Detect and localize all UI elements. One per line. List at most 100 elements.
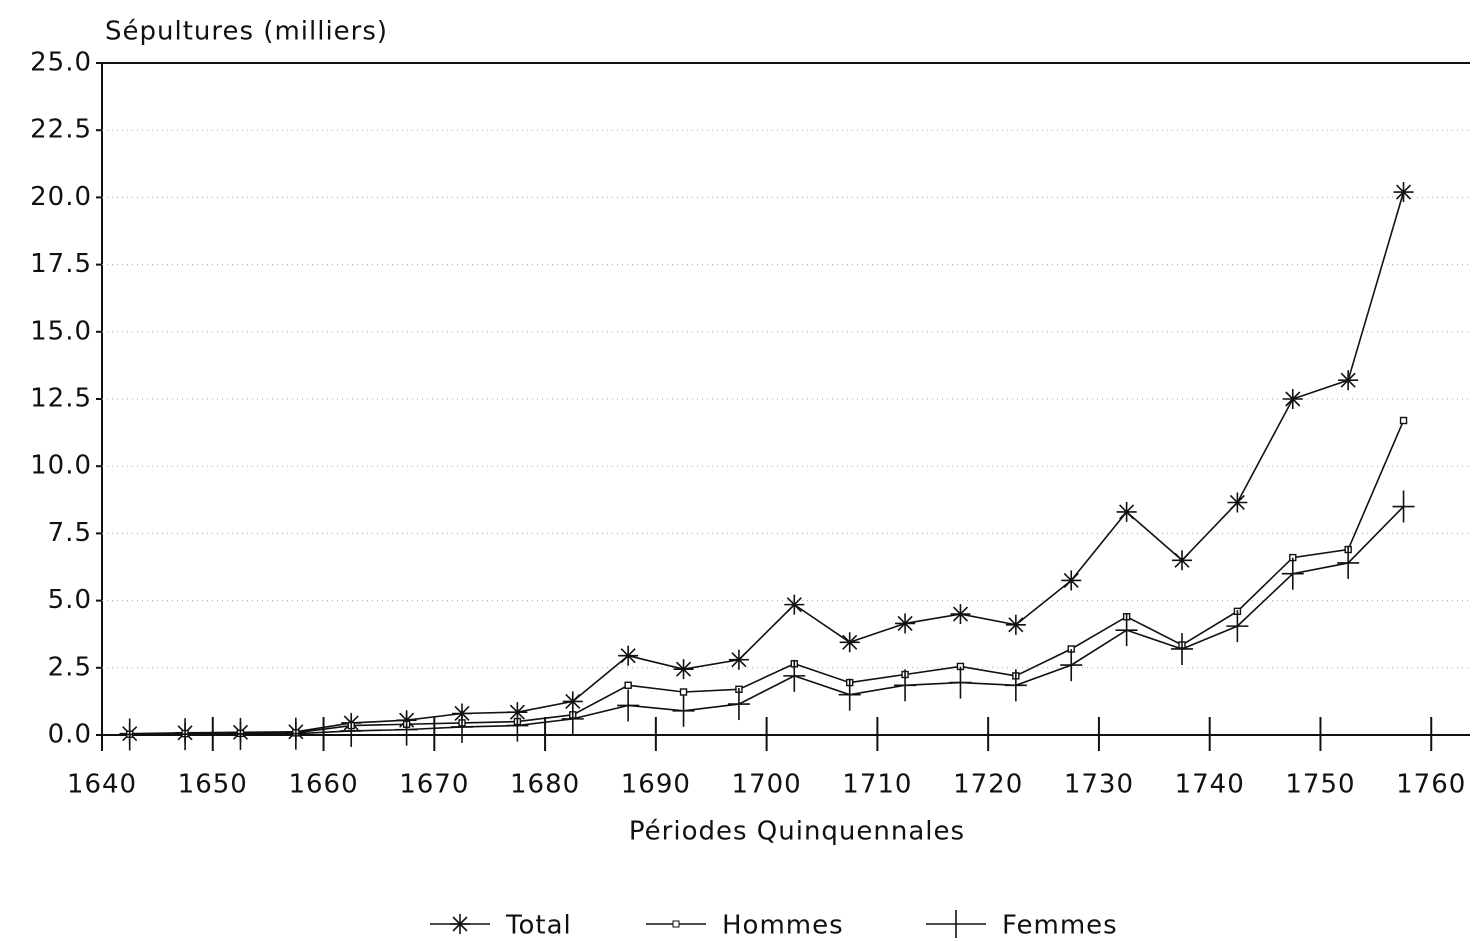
marker-plus	[561, 702, 584, 735]
marker-stroke	[1285, 391, 1301, 407]
marker-plus	[1004, 669, 1027, 702]
marker-star	[1227, 492, 1248, 513]
marker-square	[1399, 416, 1408, 425]
marker-stroke	[952, 606, 969, 622]
marker-star	[1116, 501, 1137, 522]
marker-plus	[340, 714, 363, 747]
marker-star	[673, 659, 694, 680]
marker-square	[679, 688, 688, 696]
legend-label: Hommes	[722, 911, 844, 941]
legend-label: Femmes	[1002, 911, 1118, 941]
legend-item: Total	[430, 911, 572, 941]
y-tick-label: 20.0	[30, 182, 92, 212]
marker-plus	[118, 718, 141, 751]
marker-plus	[672, 694, 695, 727]
legend-label: Total	[505, 911, 572, 941]
x-tick-label: 1700	[732, 770, 802, 800]
marker-star	[1393, 182, 1414, 203]
x-tick-label: 1710	[842, 770, 912, 800]
marker-plus	[395, 713, 418, 746]
marker-stroke	[675, 661, 692, 677]
legend-item: Hommes	[646, 911, 844, 941]
marker-star	[618, 645, 639, 666]
marker-square	[679, 688, 688, 696]
x-tick-label: 1660	[288, 770, 358, 800]
y-tick-label: 10.0	[30, 451, 92, 481]
x-tick-label: 1650	[178, 770, 248, 800]
marker-plus	[284, 717, 307, 750]
marker-plus	[1060, 649, 1083, 682]
x-axis-label: Périodes Quinquennales	[629, 817, 965, 847]
y-tick-label: 22.5	[30, 115, 92, 145]
y-tick-label: 12.5	[30, 384, 92, 414]
x-tick-label: 1760	[1396, 770, 1466, 800]
marker-plus	[1226, 610, 1249, 643]
marker-star	[1061, 570, 1082, 591]
marker-plus	[894, 669, 917, 702]
marker-stroke	[897, 615, 913, 632]
marker-plus	[727, 688, 750, 721]
marker-stroke	[1395, 184, 1412, 200]
marker-plus	[838, 678, 861, 711]
marker-star	[950, 604, 971, 625]
legend-marker	[672, 920, 680, 928]
x-tick-label: 1730	[1064, 770, 1134, 800]
marker-stroke	[452, 916, 468, 932]
marker-star	[728, 649, 749, 670]
marker-star	[784, 594, 805, 615]
marker-star	[839, 632, 860, 653]
marker-square	[672, 920, 680, 928]
x-tick-label: 1640	[67, 770, 137, 800]
series-line	[129, 420, 1405, 735]
marker-stroke	[1063, 572, 1079, 589]
marker-stroke	[1174, 552, 1190, 568]
marker-plus	[451, 710, 473, 743]
marker-plus	[506, 709, 529, 742]
legend-marker	[450, 914, 470, 934]
y-tick-label: 17.5	[30, 249, 92, 279]
x-tick-label: 1670	[399, 770, 469, 800]
marker-plus	[229, 717, 252, 750]
y-tick-label: 15.0	[30, 316, 92, 346]
marker-stroke	[731, 652, 747, 668]
marker-star	[895, 613, 916, 634]
marker-stroke	[1340, 372, 1356, 388]
chart-title: Sépultures (milliers)	[105, 17, 388, 47]
marker-plus	[1171, 632, 1193, 665]
marker-stroke	[620, 648, 636, 664]
y-tick-label: 0.0	[48, 720, 92, 750]
series-line	[129, 505, 1405, 736]
x-tick-label: 1720	[953, 770, 1023, 800]
marker-stroke	[1008, 617, 1024, 633]
marker-stroke	[786, 597, 802, 613]
x-tick-label: 1750	[1285, 770, 1355, 800]
marker-star	[1282, 389, 1303, 409]
marker-star	[1338, 370, 1359, 391]
x-tick-label: 1690	[621, 770, 691, 800]
legend-item: Femmes	[926, 910, 1118, 941]
marker-star	[1172, 550, 1192, 571]
marker-plus	[1392, 490, 1415, 523]
marker-plus	[783, 659, 806, 692]
marker-plus	[1115, 614, 1138, 647]
marker-stroke	[842, 634, 858, 650]
y-tick-label: 5.0	[48, 585, 92, 615]
marker-plus	[174, 718, 197, 751]
marker-plus	[617, 689, 640, 722]
x-tick-label: 1680	[510, 770, 580, 800]
y-tick-label: 2.5	[48, 652, 92, 682]
marker-plus	[1281, 557, 1304, 590]
marker-stroke	[1119, 504, 1135, 520]
marker-plus	[1337, 546, 1360, 579]
marker-star	[1005, 614, 1026, 635]
marker-stroke	[565, 693, 581, 709]
series-line	[129, 191, 1405, 735]
marker-square	[624, 681, 632, 689]
marker-plus	[949, 666, 972, 699]
y-tick-label: 7.5	[48, 518, 92, 548]
x-tick-label: 1740	[1175, 770, 1245, 800]
marker-square	[1399, 416, 1408, 425]
y-tick-label: 25.0	[30, 48, 92, 78]
marker-stroke	[1229, 494, 1245, 511]
